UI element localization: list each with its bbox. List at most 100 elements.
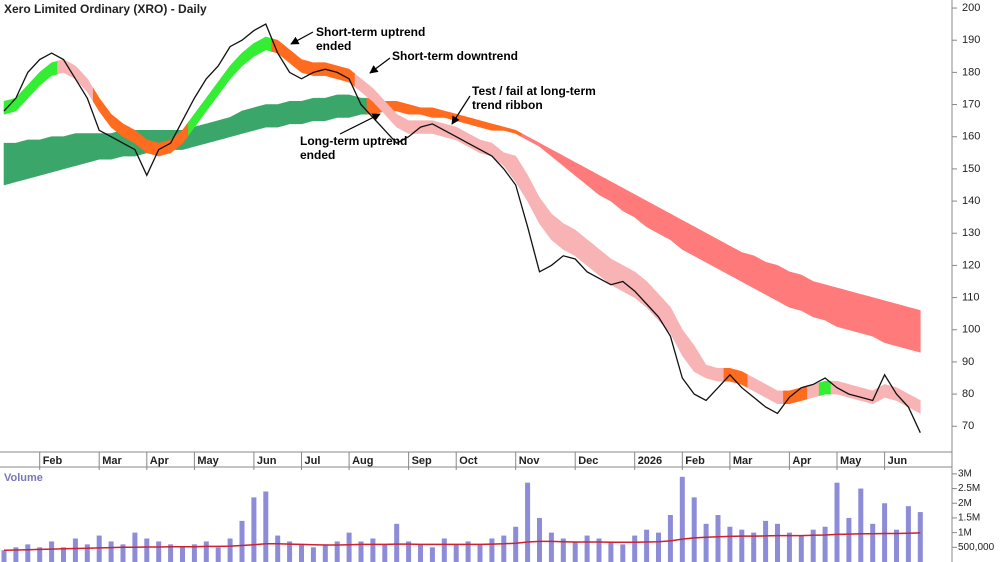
- ribbon-segment: [211, 73, 225, 104]
- volume-bar: [168, 544, 174, 562]
- y-tick-label: 80: [962, 388, 974, 400]
- volume-bar: [203, 541, 209, 562]
- ribbon-segment: [687, 336, 701, 376]
- ribbon-segment: [69, 62, 82, 87]
- ribbon-segment: [533, 139, 546, 152]
- ribbon-segment: [259, 36, 273, 54]
- y-tick-label: 190: [962, 34, 980, 46]
- volume-bar: [917, 512, 923, 562]
- ribbon-segment: [414, 105, 427, 117]
- ribbon-segment: [830, 285, 844, 329]
- ribbon-segment: [426, 107, 439, 118]
- ribbon-segment: [509, 128, 522, 138]
- volume-bar: [763, 520, 769, 562]
- volume-bar: [905, 506, 911, 562]
- ribbon-segment: [735, 248, 749, 286]
- ribbon-segment: [307, 60, 320, 76]
- volume-bar: [596, 538, 602, 562]
- volume-bar: [858, 488, 864, 562]
- x-tick-label: Dec: [578, 455, 598, 467]
- annotation: Test / fail at long-term: [472, 84, 596, 98]
- ribbon-segment: [295, 54, 308, 75]
- volume-bar: [120, 544, 126, 562]
- ribbon-segment: [711, 366, 725, 382]
- volume-bar: [798, 535, 804, 562]
- ribbon-segment: [699, 229, 713, 266]
- volume-bar: [180, 547, 185, 562]
- ribbon-segment: [533, 186, 546, 233]
- ribbon-segment: [557, 152, 570, 172]
- y-tick-label: 170: [962, 98, 980, 110]
- ribbon-segment: [461, 115, 475, 126]
- volume-bar: [263, 491, 269, 562]
- volume-bar: [156, 541, 162, 562]
- ribbon-segment: [283, 101, 296, 126]
- ribbon-segment: [759, 380, 772, 402]
- ribbon-segment: [426, 120, 439, 136]
- annotation: Long-term uptrend: [300, 134, 407, 148]
- ribbon-segment: [330, 94, 344, 120]
- y-tick-label: 150: [962, 163, 980, 175]
- y-tick-label: 100: [962, 324, 980, 336]
- volume-bar: [25, 544, 31, 562]
- ribbon-segment: [3, 142, 11, 186]
- ribbon-segment: [485, 141, 499, 162]
- ribbon-segment: [45, 60, 58, 82]
- volume-bar: [870, 523, 876, 562]
- ribbon-segment: [842, 382, 856, 400]
- volume-bar: [667, 515, 673, 562]
- ribbon-segment: [295, 99, 308, 125]
- annotation: trend ribbon: [472, 98, 543, 112]
- ribbon-segment: [771, 263, 784, 305]
- ribbon-segment: [616, 261, 630, 295]
- ribbon-segment: [283, 44, 296, 69]
- volume-bar: [1, 550, 7, 562]
- volume-bar: [572, 541, 578, 562]
- volume-tick-label: 3M: [958, 469, 972, 480]
- chart-title: Xero Limited Ordinary (XRO) - Daily: [4, 2, 207, 16]
- x-tick-label: Mar: [733, 455, 753, 467]
- annotation: Short-term downtrend: [392, 49, 518, 63]
- volume-bar: [882, 503, 888, 562]
- annotation: Short-term uptrend: [316, 25, 425, 39]
- ribbon-segment: [461, 129, 475, 151]
- volume-bar: [275, 535, 281, 562]
- ribbon-segment: [806, 277, 820, 319]
- ribbon-segment: [271, 102, 284, 128]
- ribbon-segment: [616, 184, 630, 215]
- volume-bar: [489, 538, 495, 562]
- volume-bar: [322, 544, 328, 562]
- volume-bar: [191, 544, 197, 562]
- ribbon-segment: [33, 137, 46, 178]
- ribbon-segment: [81, 133, 94, 165]
- ribbon-segment: [914, 308, 921, 353]
- volume-bar: [239, 520, 245, 562]
- volume-bar: [620, 544, 626, 562]
- ribbon-segment: [699, 354, 713, 381]
- volume-bar: [501, 535, 507, 562]
- volume-bar: [548, 532, 554, 562]
- ribbon-segment: [545, 145, 558, 162]
- ribbon-segment: [402, 116, 415, 134]
- annotation-arrow: [369, 57, 391, 74]
- ribbon-segment: [104, 105, 118, 133]
- ribbon-segment: [568, 226, 582, 262]
- x-tick-label: 2026: [638, 455, 662, 467]
- y-tick-label: 130: [962, 227, 980, 239]
- ribbon-segment: [854, 385, 868, 403]
- ribbon-segment: [604, 178, 618, 207]
- y-tick-label: 70: [962, 420, 974, 432]
- ribbon-segment: [687, 223, 701, 260]
- volume-bar: [525, 482, 531, 562]
- ribbon-segment: [235, 47, 249, 74]
- y-tick-label: 110: [962, 291, 980, 303]
- ribbon-segment: [735, 369, 749, 389]
- x-tick-label: May: [840, 455, 862, 467]
- ribbon-segment: [57, 59, 70, 77]
- annotations: Short-term uptrend ended Short-term down…: [290, 25, 596, 162]
- volume-layer: [1, 476, 923, 562]
- ribbon-segment: [818, 380, 832, 397]
- volume-bar: [477, 544, 483, 562]
- x-tick-label: Jul: [305, 455, 321, 467]
- volume-bar: [406, 541, 412, 562]
